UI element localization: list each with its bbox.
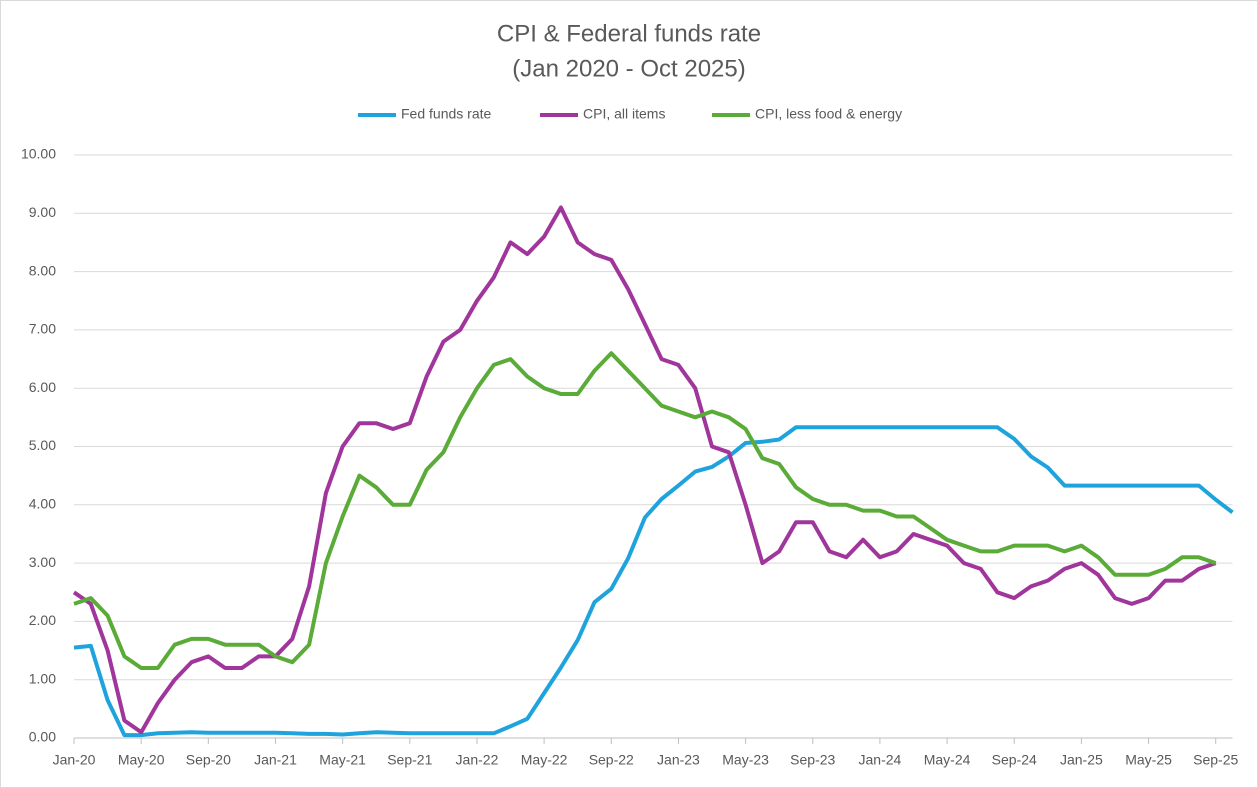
x-tick-label: May-21 — [319, 752, 366, 768]
x-tick-label: Sep-24 — [992, 752, 1037, 768]
y-tick-label: 3.00 — [29, 554, 56, 570]
chart-subtitle: (Jan 2020 - Oct 2025) — [512, 55, 745, 82]
y-tick-label: 8.00 — [29, 262, 56, 278]
y-tick-label: 1.00 — [29, 670, 56, 686]
x-tick-label: Jan-20 — [53, 752, 96, 768]
y-tick-label: 10.00 — [21, 146, 56, 162]
series-line — [73, 351, 1217, 670]
x-tick-label: Sep-23 — [790, 752, 835, 768]
legend-label: Fed funds rate — [401, 106, 491, 122]
x-tick-label: May-23 — [722, 752, 769, 768]
x-tick-label: Sep-22 — [589, 752, 634, 768]
x-tick-label: Sep-21 — [387, 752, 432, 768]
y-tick-label: 7.00 — [29, 321, 56, 337]
y-tick-label: 4.00 — [29, 496, 56, 512]
x-tick-label: May-24 — [924, 752, 971, 768]
x-tick-label: Jan-25 — [1060, 752, 1103, 768]
x-tick-label: May-25 — [1125, 752, 1172, 768]
y-tick-label: 6.00 — [29, 379, 56, 395]
x-tick-label: Sep-25 — [1193, 752, 1238, 768]
y-tick-label: 2.00 — [29, 612, 56, 628]
x-tick-label: Jan-22 — [456, 752, 499, 768]
x-tick-label: May-22 — [521, 752, 568, 768]
x-tick-label: Jan-21 — [254, 752, 297, 768]
legend-label: CPI, all items — [583, 106, 665, 122]
x-tick-label: Jan-24 — [859, 752, 902, 768]
x-tick-label: May-20 — [118, 752, 165, 768]
series-line — [73, 425, 1234, 738]
y-tick-label: 5.00 — [29, 437, 56, 453]
y-tick-label: 9.00 — [29, 204, 56, 220]
chart-title: CPI & Federal funds rate — [497, 20, 761, 47]
x-tick-label: Jan-23 — [657, 752, 700, 768]
series-line — [72, 205, 1217, 735]
legend-label: CPI, less food & energy — [755, 106, 902, 122]
x-tick-label: Sep-20 — [186, 752, 231, 768]
y-tick-label: 0.00 — [29, 729, 56, 745]
